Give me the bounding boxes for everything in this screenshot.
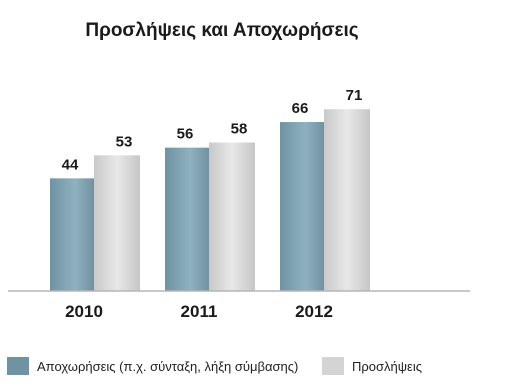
bar-2012-series-1	[324, 109, 370, 292]
legend-label-series-1: Προσλήψεις	[352, 359, 422, 374]
bar-2012-series-0	[280, 122, 326, 291]
data-label-2011-series-1: 58	[231, 121, 248, 138]
data-labels-layer: 44 53 56 58 66 71	[62, 87, 363, 173]
data-label-2010-series-1: 53	[116, 133, 133, 150]
bar-2011-series-1	[209, 142, 255, 291]
bar-2010-series-1	[94, 155, 140, 291]
data-label-2012-series-1: 71	[346, 87, 363, 104]
chart-title: Προσλήψεις και Αποχωρήσεις	[85, 20, 358, 41]
x-tick-2011: 2011	[181, 302, 218, 321]
x-tick-2012: 2012	[295, 302, 333, 321]
bars-layer	[50, 109, 370, 292]
legend-swatch-series-0	[7, 357, 29, 375]
data-label-2010-series-0: 44	[62, 156, 79, 173]
bar-2011-series-0	[165, 147, 211, 291]
data-label-2012-series-0: 66	[292, 100, 309, 117]
legend-label-series-0: Αποχωρήσεις (π.χ. σύνταξη, λήξη σύμβασης…	[37, 359, 298, 374]
data-label-2011-series-0: 56	[177, 126, 194, 143]
x-tick-2010: 2010	[65, 302, 103, 321]
bar-2010-series-0	[50, 178, 96, 291]
x-tick-labels: 2010 2011 2012	[65, 302, 333, 321]
legend-swatch-series-1	[322, 357, 344, 375]
legend: Αποχωρήσεις (π.χ. σύνταξη, λήξη σύμβασης…	[7, 357, 422, 375]
